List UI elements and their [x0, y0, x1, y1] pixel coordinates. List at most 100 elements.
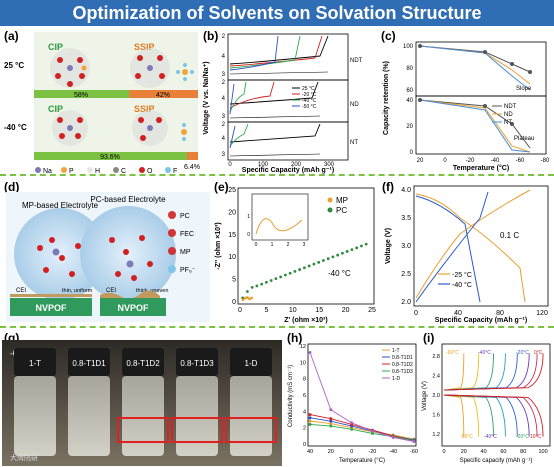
e-pc-point — [293, 270, 297, 273]
b-legend-temp: -20 °C — [302, 92, 317, 98]
watermark: 大牌院研 — [10, 453, 38, 462]
e-legend-label: MP — [336, 196, 348, 205]
c-ytick: 20 — [406, 124, 413, 130]
c-ytick: 60 — [406, 88, 413, 94]
i-temp-label: -60°C — [460, 434, 473, 440]
i-xtick: 60 — [500, 449, 506, 455]
legend-swatch-na — [35, 167, 41, 173]
b-ylabel: Voltage (V vs. Na/Na⁺) — [203, 61, 210, 134]
i-charge-curve — [443, 353, 544, 391]
vial-cap — [176, 348, 218, 376]
f-ytick: 3.0 — [401, 243, 411, 250]
e-pc-point — [288, 271, 292, 275]
b-legend-temp: -40 °C — [302, 98, 317, 104]
h-point — [329, 424, 333, 428]
e-inset-ytick: 1 — [247, 214, 250, 220]
h-point — [308, 413, 312, 417]
e-mp-point — [241, 298, 245, 302]
c-ytick: 40 — [406, 98, 413, 104]
ratio-m40-ssip: 6.4% — [184, 164, 200, 171]
h-ytick: 0 — [303, 442, 306, 448]
f-ytick: 3.5 — [401, 215, 411, 222]
c-xtick: -20 — [466, 158, 475, 164]
panel-b: NDT ND NT 25 °C-20 °C-40 °C-50 °C 0 100 20… — [203, 33, 363, 174]
panel-b-label: (b) — [203, 29, 219, 43]
row-label-nd: ND — [350, 102, 359, 108]
b-xtick: 300 — [324, 162, 335, 168]
c-legend-label: ND — [504, 112, 513, 118]
i-ylabel: Voltage (V) — [422, 381, 428, 411]
c-ytick: 100 — [403, 44, 414, 50]
h-point — [350, 421, 354, 425]
panel-i-label: (i) — [423, 331, 435, 345]
c-xtick: -80 — [541, 158, 550, 164]
h-legend-label: 1-T — [392, 348, 400, 354]
species-icon — [168, 247, 176, 255]
c-legend-label: NT — [504, 120, 512, 126]
cip-label-1: CIP — [48, 42, 63, 52]
f-xtick: 40 — [454, 310, 462, 317]
nvpof-electrode-1 — [10, 298, 92, 316]
c-ylabel: Capacity retention (%) — [383, 61, 390, 135]
b-xlabel: Specific Capacity (mAh g⁻¹) — [242, 167, 334, 174]
f-ylabel: Voltage (V) — [385, 228, 392, 264]
h-ytick: 12 — [300, 344, 306, 350]
e-ytick: 10 — [228, 254, 236, 261]
vial-body — [122, 376, 164, 456]
legend-swatch-o — [139, 167, 145, 173]
b-ytick: 4 — [222, 136, 226, 142]
h-point — [329, 408, 333, 412]
legend-swatch-p — [61, 167, 67, 173]
h-ytick: 10 — [300, 360, 306, 366]
species-icon — [168, 229, 176, 237]
nvpof-label-2: NVPOF — [117, 303, 149, 313]
e-xtick: 25 — [368, 307, 376, 314]
vial-body — [14, 376, 56, 456]
species-label: MP — [180, 249, 191, 256]
vial-label: 0.8-T1D1 — [72, 359, 106, 368]
i-charge-curve — [443, 353, 480, 391]
e-legend-marker — [327, 197, 333, 203]
vial-cap — [122, 348, 164, 376]
e-ytick: 25 — [228, 187, 236, 194]
h-point — [370, 431, 374, 435]
f-xtick: 80 — [496, 310, 504, 317]
e-pc-point — [336, 253, 340, 257]
pc-electrolyte-label: PC-based Electrolyte — [90, 195, 166, 204]
species-icon — [168, 211, 176, 219]
e-pc-point — [274, 277, 278, 281]
f-curve-m25-discharge — [415, 193, 526, 303]
row-label-nt: NT — [350, 140, 358, 146]
i-discharge-curve — [443, 394, 518, 437]
h-xtick: -60 — [410, 449, 418, 455]
h-point — [308, 351, 312, 355]
e-pc-point — [284, 273, 287, 277]
panel-c-label: (c) — [381, 29, 396, 43]
legend-label-f: F — [173, 168, 177, 174]
temp-label-25: 25 °C — [4, 61, 24, 70]
h-ytick: 6 — [303, 393, 306, 399]
i-temp-label: -20°C — [516, 350, 529, 356]
i-ytick: 1.2 — [432, 432, 440, 438]
e-mp-point — [248, 297, 251, 301]
vial-cap — [230, 348, 272, 376]
i-temp-label: -20°C — [516, 434, 529, 440]
panel-a-label: (a) — [4, 29, 19, 43]
b-ytick: 4 — [222, 96, 226, 102]
b-xtick: 200 — [291, 162, 302, 168]
panel-f: 0.1 C -25 °C -40 °C 0 40 80 120 2.0 2.5 3.0 3.5… — [385, 185, 549, 324]
e-inset-curve — [255, 218, 303, 235]
i-xlabel: Specific capacity (mAh g⁻¹) — [460, 458, 533, 464]
i-charge-curve — [443, 353, 530, 391]
e-xtick: 5 — [264, 307, 268, 314]
e-pc-point — [269, 279, 273, 282]
e-pc-point — [322, 259, 325, 262]
e-pc-point — [331, 255, 335, 259]
vial-label: 1-D — [245, 359, 258, 368]
h-xtick: 0 — [350, 449, 353, 455]
b-legend-temp: -50 °C — [302, 104, 317, 110]
h-legend-label: 0.8-T1D3 — [392, 369, 413, 375]
